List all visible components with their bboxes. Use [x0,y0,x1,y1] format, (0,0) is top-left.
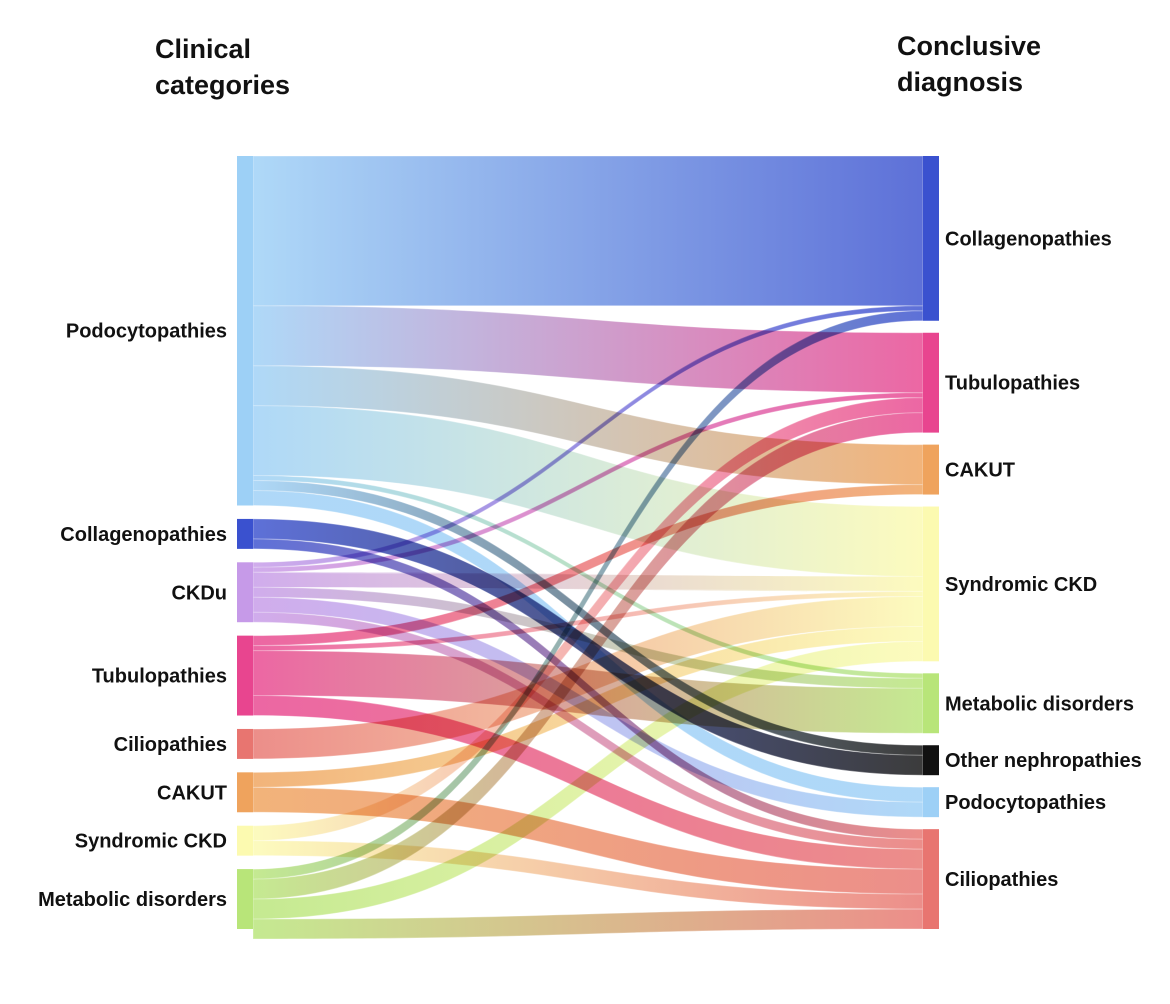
target-label-metabolic-disorders: Metabolic disorders [945,693,1134,715]
left-heading-line-1: Clinical [155,34,251,64]
source-label-syndromic-ckd: Syndromic CKD [75,831,227,853]
source-label-metabolic-disorders: Metabolic disorders [38,889,227,911]
source-node-ckdu [237,562,253,623]
nodes-layer [237,156,939,929]
source-node-syndromic-ckd [237,825,253,856]
link-metabolic-disorders-to-tubulopathies [252,412,924,900]
source-node-podocytopathies [237,156,253,506]
source-node-ciliopathies [237,728,253,759]
target-node-podocytopathies [923,787,939,818]
target-node-metabolic-disorders [923,673,939,734]
right-heading-line-1: Conclusive [897,31,1041,61]
source-label-podocytopathies: Podocytopathies [66,321,227,343]
links-layer [252,155,924,940]
source-label-ckdu: CKDu [171,582,227,604]
source-node-tubulopathies [237,635,253,716]
target-label-tubulopathies: Tubulopathies [945,373,1080,395]
target-node-ciliopathies [923,829,939,929]
source-label-collagenopathies: Collagenopathies [60,524,227,546]
right-heading: Conclusive diagnosis [897,31,1049,97]
target-node-cakut [923,444,939,495]
target-node-syndromic-ckd [923,506,939,662]
link-metabolic-disorders-to-collagenopathies [252,310,924,880]
target-node-other-nephropathies [923,745,939,776]
source-node-metabolic-disorders [237,869,253,929]
target-label-podocytopathies: Podocytopathies [945,792,1106,814]
source-label-tubulopathies: Tubulopathies [92,666,227,688]
source-label-ciliopathies: Ciliopathies [114,734,227,756]
target-node-tubulopathies [923,332,939,433]
link-metabolic-disorders-to-ciliopathies [252,908,924,940]
right-heading-line-2: diagnosis [897,67,1023,97]
left-heading-line-2: categories [155,70,290,100]
link-podocytopathies-to-collagenopathies [252,155,924,307]
source-node-cakut [237,772,253,813]
source-label-cakut: CAKUT [157,782,227,804]
target-label-ciliopathies: Ciliopathies [945,869,1058,891]
target-label-other-nephropathies: Other nephropathies [945,750,1142,772]
target-label-syndromic-ckd: Syndromic CKD [945,574,1097,596]
link-metabolic-disorders-to-syndromic-ckd [252,640,924,920]
target-label-cakut: CAKUT [945,460,1015,482]
labels-layer: Podocytopathies Collagenopathies CKDu Tubul… [38,228,1142,911]
source-node-collagenopathies [237,518,253,549]
link-ckdu-to-syndromic-ckd [252,571,924,592]
target-node-collagenopathies [923,156,939,321]
left-heading: Clinical categories [155,34,290,100]
target-label-collagenopathies: Collagenopathies [945,228,1112,250]
